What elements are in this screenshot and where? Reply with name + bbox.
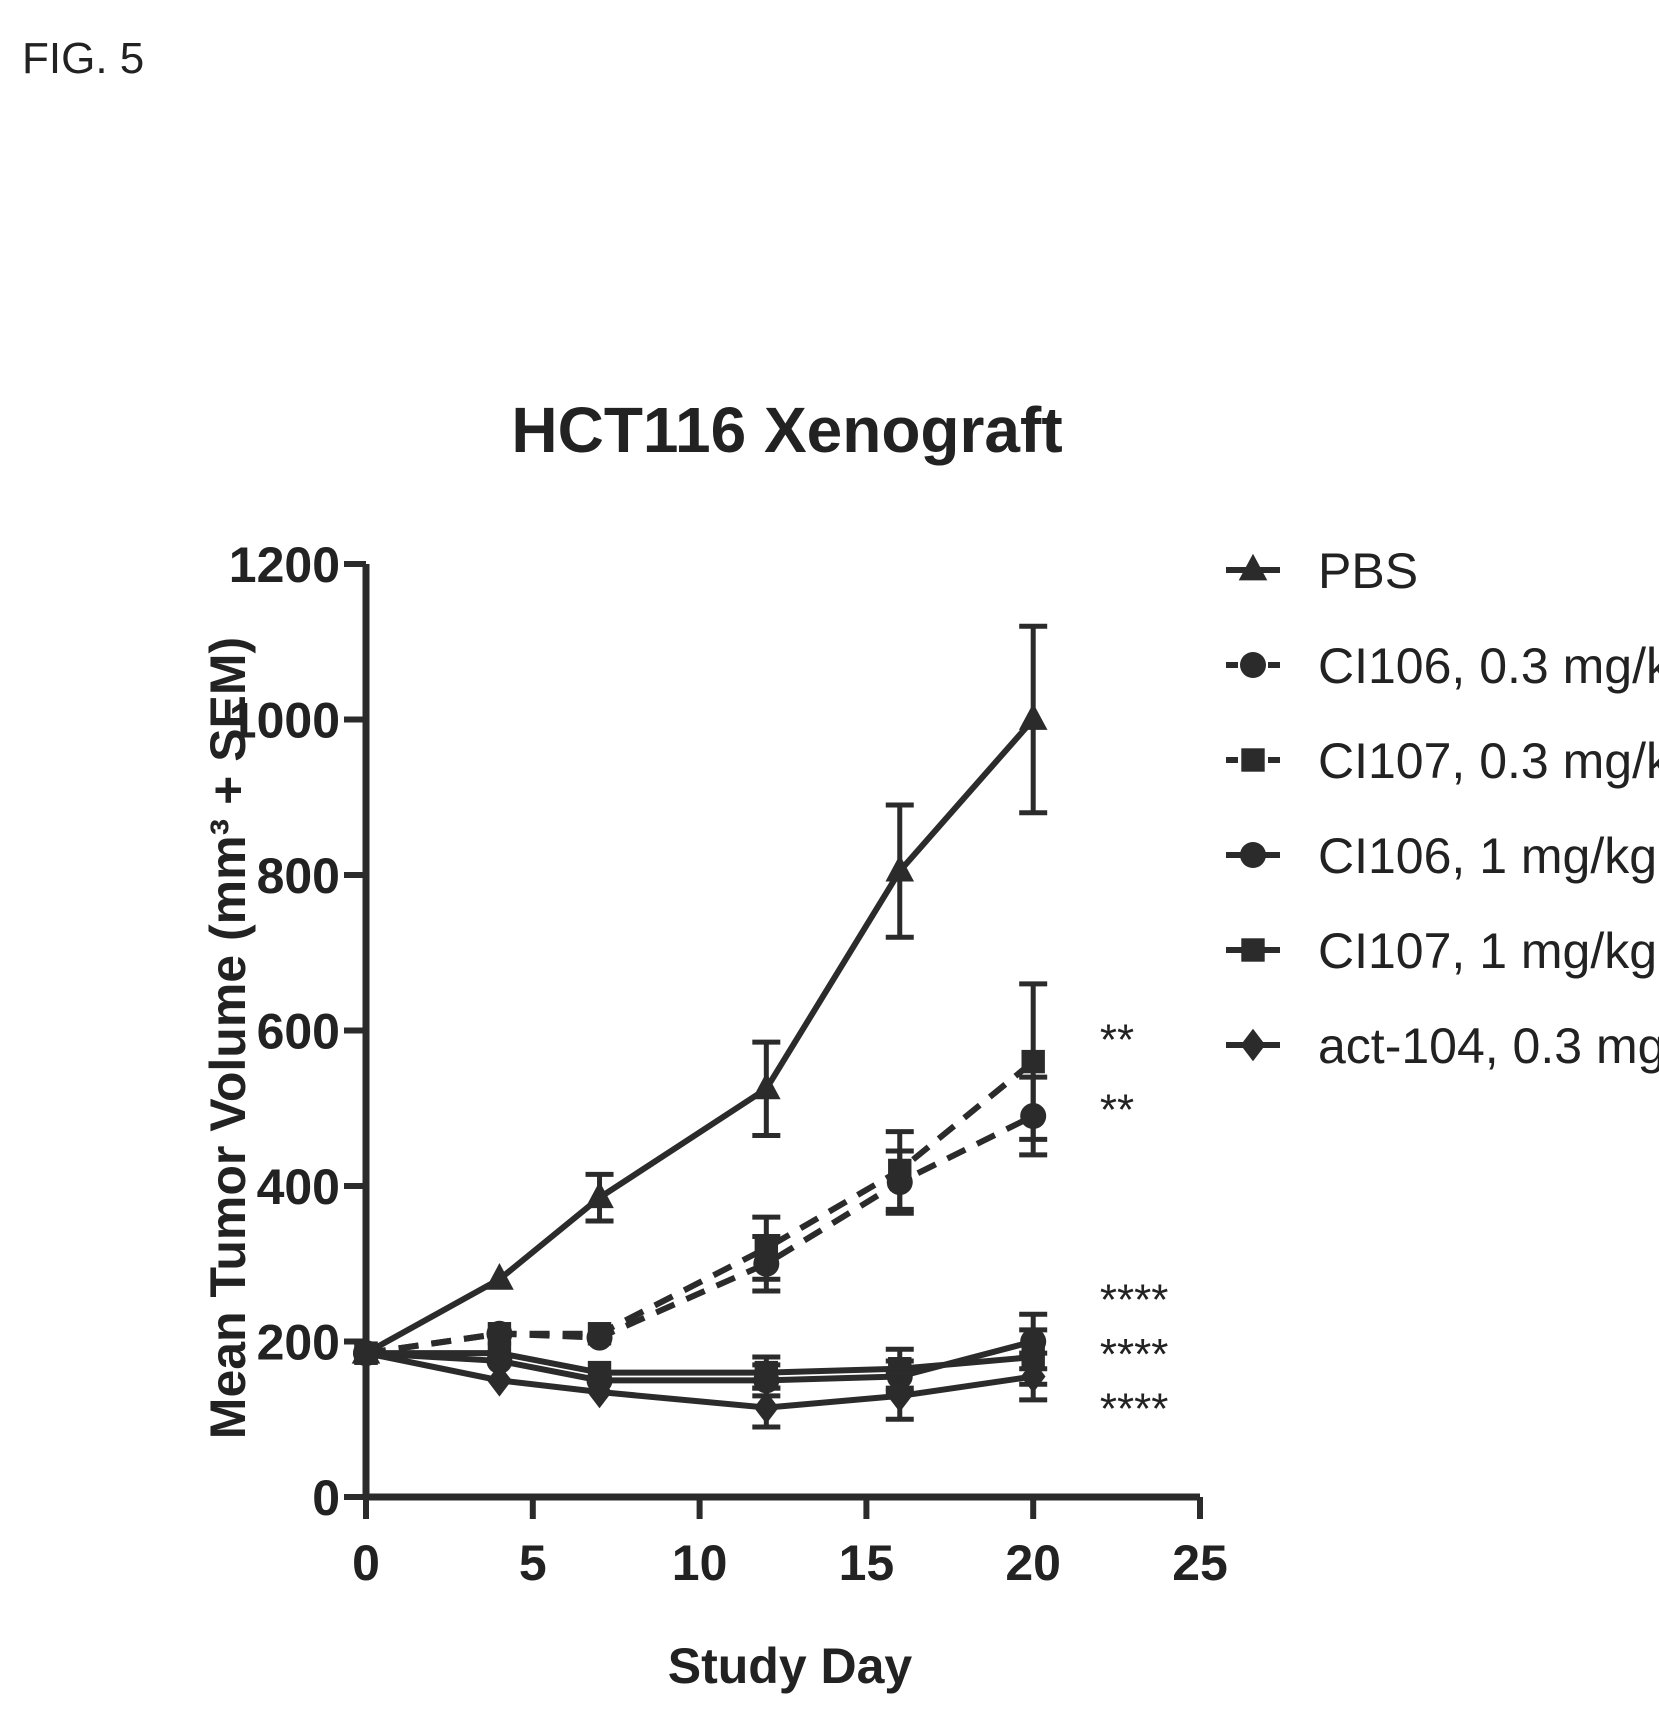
data-point [752, 1072, 781, 1100]
x-tick-label: 5 [519, 1535, 547, 1591]
significance-mark: ** [1100, 1015, 1134, 1064]
y-tick-label: 1000 [229, 693, 340, 749]
significance-mark: **** [1100, 1276, 1169, 1325]
x-tick-label: 20 [1005, 1535, 1061, 1591]
legend-label: CI107, 1 mg/kg [1318, 923, 1657, 979]
legend-marker [1241, 938, 1265, 962]
data-point [487, 1322, 512, 1346]
series-line [365, 1338, 1034, 1384]
data-point [753, 1391, 779, 1424]
legend-item: act-104, 0.3 mg/kg [1226, 1018, 1659, 1074]
y-tick-label: 200 [257, 1315, 340, 1371]
legend-item: CI106, 1 mg/kg [1226, 828, 1657, 884]
legend-label: CI107, 0.3 mg/kg [1318, 733, 1659, 789]
data-point [587, 1360, 612, 1385]
significance-annotations: **************** [1100, 1015, 1169, 1433]
series-1 [351, 623, 1048, 1364]
legend: PBS CI106, 0.3 mg/kg CI107, 0.3 mg/kg CI106… [1226, 543, 1659, 1074]
data-point [1018, 703, 1048, 730]
legend-marker [1238, 553, 1268, 581]
data-point [754, 1236, 779, 1260]
data-point [887, 1379, 913, 1413]
x-tick-label: 25 [1172, 1535, 1228, 1591]
data-point [487, 1364, 512, 1397]
y-tick-label: 1200 [229, 537, 340, 593]
y-tick-label: 400 [257, 1159, 340, 1215]
figure-label: FIG. 5 [22, 34, 144, 83]
significance-mark: ** [1100, 1085, 1134, 1134]
data-point [1020, 1360, 1046, 1393]
legend-marker [1240, 1028, 1266, 1062]
legend-marker [1241, 748, 1265, 772]
axes: 0 5 10 15 20 25 0 200 400 600 800 1000 1200 [229, 537, 1228, 1591]
series-line [365, 1350, 1034, 1411]
significance-mark: **** [1100, 1330, 1169, 1379]
x-axis-label: Study Day [668, 1638, 913, 1694]
chart-title: HCT116 Xenograft [511, 394, 1062, 466]
data-point [888, 1158, 912, 1183]
legend-label: CI106, 0.3 mg/kg [1318, 638, 1659, 694]
legend-label: CI106, 1 mg/kg [1318, 828, 1657, 884]
plot-area [351, 623, 1048, 1430]
legend-label: PBS [1318, 543, 1418, 599]
legend-item: CI107, 1 mg/kg [1226, 923, 1657, 979]
data-point [353, 1336, 379, 1370]
data-point [485, 1263, 514, 1290]
data-point [585, 1181, 614, 1209]
series-line [365, 1059, 1036, 1357]
series-line [364, 717, 1036, 1356]
x-tick-label: 15 [839, 1535, 895, 1591]
series-line [366, 1350, 1034, 1376]
series-6 [353, 1336, 1048, 1430]
series-3 [354, 981, 1048, 1365]
data-point [1021, 1049, 1045, 1074]
legend-marker [1240, 842, 1266, 868]
data-point [587, 1375, 612, 1409]
x-tick-label: 10 [672, 1535, 728, 1591]
series-2 [353, 1074, 1048, 1367]
series-line [365, 1113, 1035, 1357]
y-tick-label: 600 [257, 1004, 340, 1060]
legend-label: act-104, 0.3 mg/kg [1318, 1018, 1659, 1074]
data-point [754, 1360, 779, 1385]
legend-item: CI107, 0.3 mg/kg [1226, 733, 1659, 789]
data-point [885, 854, 915, 882]
legend-marker [1240, 652, 1266, 678]
x-tick-label: 0 [352, 1535, 380, 1591]
significance-mark: **** [1100, 1385, 1169, 1434]
data-point [587, 1322, 612, 1346]
y-tick-label: 0 [312, 1470, 340, 1526]
data-point [487, 1341, 512, 1365]
legend-item: PBS [1226, 543, 1418, 599]
legend-item: CI106, 0.3 mg/kg [1226, 638, 1659, 694]
y-tick-label: 800 [257, 848, 340, 904]
y-axis-label: Mean Tumor Volume (mm³ + SEM) [200, 637, 256, 1439]
